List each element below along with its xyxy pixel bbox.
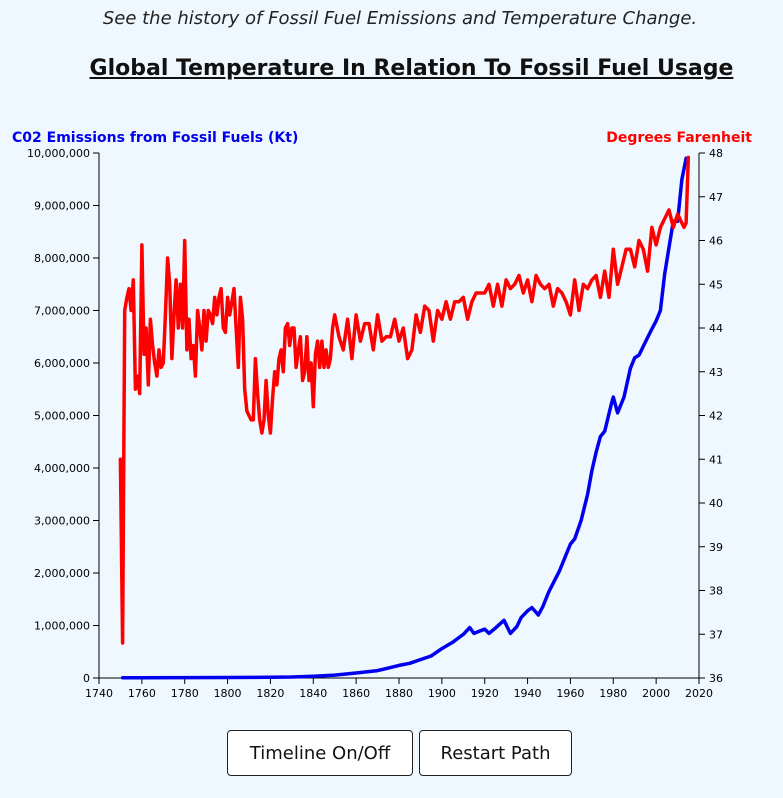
y-left-tick-label: 2,000,000 xyxy=(34,567,90,580)
y-right-tick-label: 47 xyxy=(709,191,723,204)
y-right-tick-label: 46 xyxy=(709,235,723,248)
y-left-tick-label: 10,000,000 xyxy=(27,147,90,160)
y-right-axis-label: Degrees Farenheit xyxy=(606,130,752,146)
x-tick-label: 1940 xyxy=(514,687,542,700)
y-left-tick-label: 8,000,000 xyxy=(34,252,90,265)
y-right-tick-label: 43 xyxy=(709,366,723,379)
dual-axis-line-chart: 1740 1760 1780 1800 1820 1840 1860 1880 1900 1920… xyxy=(12,130,752,700)
x-tick-label: 1840 xyxy=(299,687,327,700)
restart-path-button[interactable]: Restart Path xyxy=(419,730,572,776)
y-right-tick-label: 41 xyxy=(709,453,723,466)
y-left-tick-label: 4,000,000 xyxy=(34,462,90,475)
y-left-tick-label: 7,000,000 xyxy=(34,305,90,318)
y-right-tick-label: 45 xyxy=(709,278,723,291)
x-tick-label: 1980 xyxy=(599,687,627,700)
x-tick-label: 1740 xyxy=(85,687,113,700)
y-right-tick-label: 39 xyxy=(709,541,723,554)
x-tick-label: 1900 xyxy=(428,687,456,700)
x-tick-label: 1820 xyxy=(256,687,284,700)
y-left-tick-label: 9,000,000 xyxy=(34,200,90,213)
y-right-tick-label: 37 xyxy=(709,628,723,641)
y-right-tick-label: 36 xyxy=(709,672,723,685)
x-tick-label: 1960 xyxy=(556,687,584,700)
x-tick-label: 1760 xyxy=(128,687,156,700)
timeline-toggle-button[interactable]: Timeline On/Off xyxy=(227,730,413,776)
x-tick-label: 2020 xyxy=(685,687,713,700)
y-left-tick-label: 0 xyxy=(83,672,90,685)
y-right-tick-label: 40 xyxy=(709,497,723,510)
temperature-series-line xyxy=(118,155,691,645)
chart-title: Global Temperature In Relation To Fossil… xyxy=(89,56,734,81)
y-left-tick-label: 1,000,000 xyxy=(34,620,90,633)
page-subtitle: See the history of Fossil Fuel Emissions… xyxy=(102,8,698,29)
y-right-tick-label: 44 xyxy=(709,322,723,335)
y-left-tick-label: 5,000,000 xyxy=(34,410,90,423)
x-tick-label: 1860 xyxy=(342,687,370,700)
x-tick-label: 1920 xyxy=(471,687,499,700)
y-left-tick-label: 6,000,000 xyxy=(34,357,90,370)
emissions-series-line xyxy=(120,156,688,680)
x-tick-label: 1800 xyxy=(214,687,242,700)
y-right-tick-label: 38 xyxy=(709,585,723,598)
y-left-tick-label: 3,000,000 xyxy=(34,515,90,528)
x-tick-label: 1780 xyxy=(171,687,199,700)
y-right-tick-label: 42 xyxy=(709,410,723,423)
y-left-axis-label: C02 Emissions from Fossil Fuels (Kt) xyxy=(12,130,298,146)
x-tick-label: 2000 xyxy=(642,687,670,700)
y-right-tick-label: 48 xyxy=(709,147,723,160)
x-tick-label: 1880 xyxy=(385,687,413,700)
